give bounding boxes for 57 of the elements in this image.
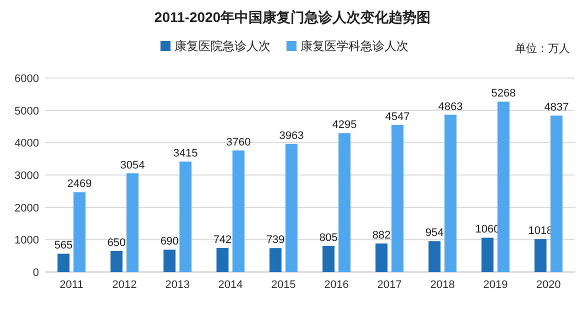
bar <box>534 239 546 272</box>
data-label: 690 <box>160 236 179 248</box>
data-label: 4547 <box>385 110 410 123</box>
data-label: 739 <box>266 234 285 246</box>
bar <box>180 162 192 272</box>
y-tick-label: 1000 <box>14 234 39 247</box>
data-label: 2469 <box>67 178 92 190</box>
data-label: 3415 <box>173 148 198 160</box>
bar <box>498 102 510 272</box>
x-tick-label: 2015 <box>271 279 296 291</box>
bar <box>428 241 440 272</box>
bar <box>338 133 350 272</box>
bar <box>444 114 456 272</box>
bar <box>74 192 86 272</box>
data-label: 565 <box>54 240 73 252</box>
x-tick-label: 2016 <box>324 279 349 291</box>
y-tick-label: 0 <box>32 267 39 279</box>
x-tick-label: 2019 <box>483 279 508 291</box>
data-label: 5268 <box>491 88 516 100</box>
data-label: 4837 <box>544 102 569 114</box>
x-tick-label: 2014 <box>218 279 243 291</box>
data-label: 3054 <box>120 159 145 172</box>
bar <box>392 124 404 272</box>
data-label: 650 <box>107 236 126 249</box>
bar <box>322 246 334 272</box>
x-tick-label: 2017 <box>377 279 402 291</box>
chart-title: 2011-2020年中国康复门急诊人次变化趋势图 <box>154 9 431 25</box>
bar <box>216 248 228 272</box>
bar <box>270 248 282 272</box>
data-label: 882 <box>372 229 391 242</box>
x-tick-label: 2011 <box>60 279 84 291</box>
data-label: 3963 <box>279 130 304 142</box>
y-tick-label: 3000 <box>14 170 39 182</box>
bar <box>232 150 244 272</box>
data-label: 4863 <box>438 100 463 113</box>
data-label: 954 <box>425 227 444 240</box>
bar <box>126 173 138 272</box>
y-tick-label: 5000 <box>14 105 39 118</box>
x-tick-label: 2012 <box>112 279 137 291</box>
bar <box>58 254 70 272</box>
data-label: 3760 <box>226 136 251 148</box>
bar <box>286 144 298 272</box>
data-label: 4295 <box>332 119 357 132</box>
bar <box>550 116 562 272</box>
x-tick-label: 2020 <box>536 279 561 291</box>
data-label: 742 <box>213 234 232 246</box>
bar <box>482 238 494 272</box>
y-tick-label: 2000 <box>14 202 39 214</box>
y-tick-label: 4000 <box>14 138 39 150</box>
text: 单位：万人 <box>515 42 570 55</box>
bar <box>164 250 176 272</box>
x-tick-label: 2013 <box>165 279 190 291</box>
bar <box>376 243 388 272</box>
bar <box>110 250 122 272</box>
data-label: 805 <box>319 232 338 244</box>
y-tick-label: 6000 <box>14 73 39 85</box>
x-tick-label: 2018 <box>430 279 455 291</box>
